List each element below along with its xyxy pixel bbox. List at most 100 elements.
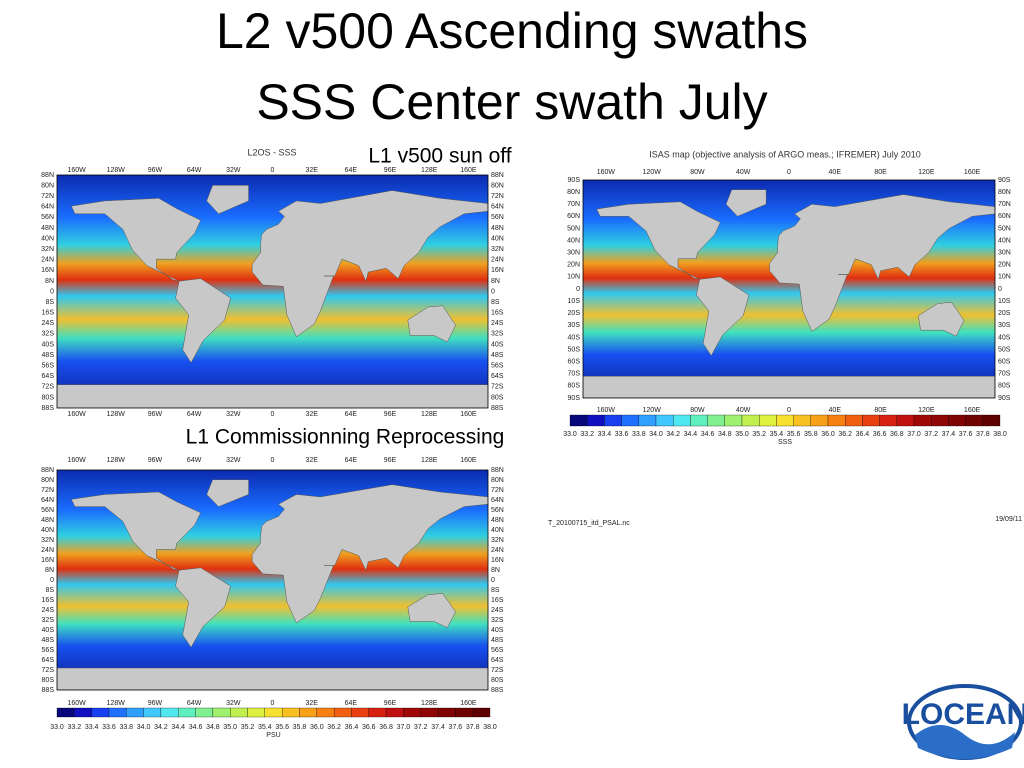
lon-label: 64W [187,167,202,174]
lat-label: 88N [41,172,54,179]
colorbar-label: 37.4 [942,431,956,438]
lat-label: 32S [42,331,55,338]
colorbar-label: 34.8 [718,431,732,438]
lon-label: 64E [345,457,358,464]
lat-label: 8S [45,299,54,306]
lat-label: 48N [491,517,504,524]
lat-label: 32N [41,537,54,544]
lon-label: 160W [67,700,86,707]
colorbar-cell [638,414,657,427]
lon-label: 0 [271,411,275,418]
colorbar-cell [282,707,300,718]
lat-label: 56S [42,647,55,654]
colorbar-label: 36.4 [856,431,870,438]
lat-label: 24S [491,607,504,614]
lon-label: 64W [187,411,202,418]
lon-label: 40E [829,169,842,176]
lat-label: 40S [491,341,504,348]
land [57,384,488,408]
colorbar-cell [965,414,983,427]
lon-label: 160E [460,167,477,174]
colorbar-cell [569,414,588,427]
colorbar-cell [368,707,387,718]
lat-label: 48S [42,637,55,644]
land [583,375,995,398]
map-frame [56,174,489,409]
lat-label: 90S [998,395,1011,402]
lat-label: 0 [491,577,495,584]
map-title: L2OS - SSS [247,147,296,157]
lat-label: 32N [491,537,504,544]
land [696,276,750,357]
land [71,198,201,282]
lat-label: 88S [42,687,55,694]
lat-label: 60N [567,213,580,220]
lat-label: 56N [491,214,504,221]
lat-label: 30S [998,322,1011,329]
lat-label: 70S [998,371,1011,378]
lat-label: 70N [998,201,1011,208]
lat-label: 10N [567,274,580,281]
colorbar-label: 37.2 [924,431,938,438]
colorbar-cell [931,414,949,427]
colorbar-cell [420,707,439,718]
colorbar-label: 33.8 [632,431,646,438]
colorbar-unit: SSS [778,439,792,446]
lat-label: 80S [42,677,55,684]
colorbar-cell [845,414,863,427]
colorbar-cell [264,707,283,718]
colorbar-label: 36.8 [890,431,904,438]
lon-label: 64E [345,411,358,418]
lon-label: 64W [187,700,202,707]
colorbar-label: 33.0 [563,431,577,438]
lon-label: 32W [226,457,241,464]
lat-label: 8N [491,278,500,285]
colorbar-cell [126,707,144,718]
colorbar-cell [690,414,708,427]
colorbar-label: 34.0 [649,431,663,438]
lat-label: 50S [568,346,581,353]
lat-label: 40S [42,341,55,348]
lon-label: 160W [597,407,616,414]
lat-label: 80S [491,394,504,401]
lon-label: 128W [107,411,126,418]
lon-label: 160W [67,457,86,464]
lat-label: 10N [998,274,1011,281]
land [206,479,249,507]
colorbar-cell [673,414,691,427]
lat-label: 24N [41,547,54,554]
lat-label: 64S [491,373,504,380]
map-frame [582,179,996,399]
lat-label: 90S [568,395,581,402]
panel-caption: L1 v500 sun off [368,145,511,168]
lat-label: 32S [42,617,55,624]
colorbar-cell [91,707,110,718]
map-frame [56,469,489,691]
lon-label: 64W [187,457,202,464]
lat-label: 8S [491,299,500,306]
colorbar-cell [160,707,179,718]
lon-label: 80E [874,407,887,414]
lat-label: 40N [41,527,54,534]
colorbar-label: 38.0 [993,431,1007,438]
lon-label: 160W [67,411,86,418]
colorbar-cell [879,414,897,427]
lon-label: 80E [874,169,887,176]
colorbar-label: 35.4 [770,431,784,438]
colorbar-cell [437,707,456,718]
lat-label: 30N [998,250,1011,257]
colorbar-cell [299,707,317,718]
lat-label: 72N [41,487,54,494]
lat-label: 72S [42,384,55,391]
lat-label: 64N [491,204,504,211]
colorbar-cell [724,414,743,427]
colorbar-label: 37.0 [397,724,411,731]
lat-label: 70N [567,201,580,208]
lon-label: 128E [421,411,438,418]
lat-label: 40S [42,627,55,634]
colorbar-label: 33.0 [50,724,64,731]
colorbar-cell [403,707,421,718]
lat-label: 50S [998,346,1011,353]
lat-label: 80N [41,477,54,484]
